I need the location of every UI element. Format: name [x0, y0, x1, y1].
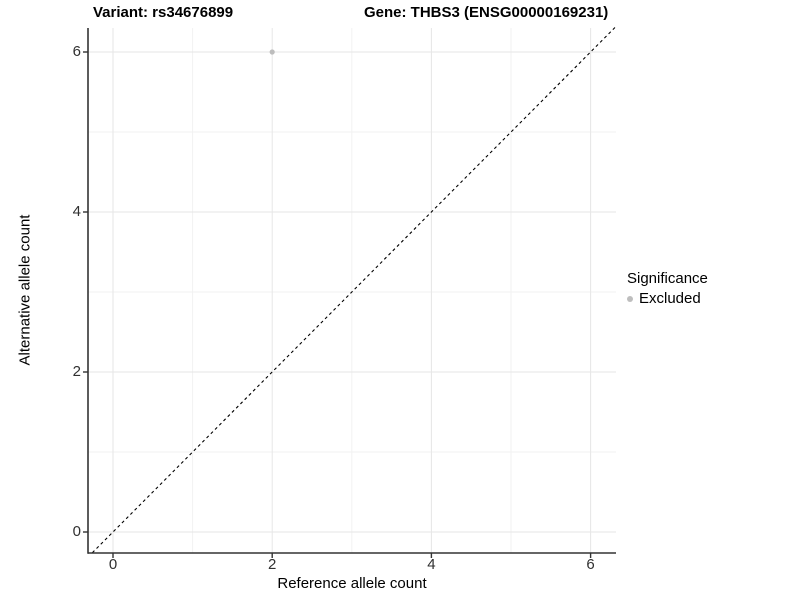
x-tick-label: 2: [268, 556, 277, 573]
legend-title: Significance: [627, 270, 708, 287]
plot-title-gene: Gene: THBS3 (ENSG00000169231): [364, 4, 609, 21]
x-tick-label: 4: [427, 556, 436, 573]
y-tick-label: 6: [72, 43, 81, 60]
legend: Significance Excluded: [627, 270, 708, 307]
y-tick-label: 0: [72, 523, 81, 540]
legend-entry-excluded: Excluded: [627, 290, 708, 307]
identity-reference-line: [91, 26, 616, 554]
plot-title-variant: Variant: rs34676899: [93, 4, 234, 21]
x-tick-label: 0: [108, 556, 118, 573]
legend-point-icon: [627, 295, 633, 302]
data-point: [269, 49, 275, 55]
x-tick-label: 6: [586, 556, 595, 573]
x-axis-title: Reference allele count: [277, 575, 427, 592]
legend-entry-label: Excluded: [639, 290, 701, 307]
y-axis-title: Alternative allele count: [16, 214, 34, 366]
y-tick-label: 2: [72, 363, 81, 380]
y-tick-label: 4: [72, 203, 81, 220]
